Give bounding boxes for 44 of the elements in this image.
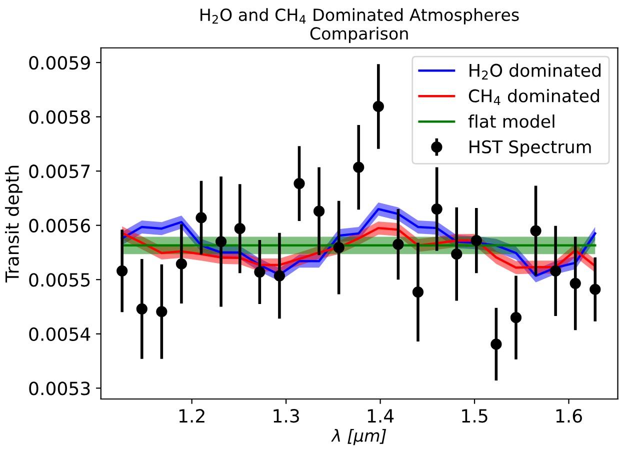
point (333, 242, 344, 254)
x-axis-title: λ [μm] (331, 428, 386, 446)
y-tick-label: 0.0053 (29, 382, 90, 396)
point (470, 234, 482, 246)
point (353, 162, 364, 173)
point (490, 338, 502, 350)
point (510, 312, 522, 324)
point (156, 306, 168, 318)
y-tick-label: 0.0054 (29, 327, 90, 341)
point (392, 238, 404, 250)
point (234, 223, 246, 234)
point (196, 212, 207, 224)
y-tick-label: 0.0056 (29, 218, 90, 232)
point (254, 266, 266, 278)
y-axis-title: Transit depth (4, 166, 22, 283)
point (215, 236, 227, 248)
y-tick-label: 0.0055 (29, 273, 90, 287)
point (550, 265, 562, 276)
point (116, 265, 128, 276)
point (590, 284, 601, 295)
point (570, 278, 581, 289)
y-tick-label: 0.0059 (29, 56, 90, 70)
point (294, 178, 305, 190)
x-tick-label: 1.2 (179, 409, 204, 422)
point (412, 286, 424, 298)
point (176, 258, 188, 270)
x-tick-label: 1.3 (274, 409, 299, 423)
point (530, 225, 542, 236)
x-tick-label: 1.4 (368, 409, 394, 422)
legend-label: H$_{2}$O dominated (470, 64, 600, 80)
chart-title: H$_{2}$O and CH$_{4}$ Dominated Atmospheres Comparison (200, 8, 519, 44)
point (136, 303, 148, 314)
legend-label: HST Spectrum (470, 140, 591, 157)
point (372, 100, 384, 112)
y-tick-label: 0.0057 (29, 164, 90, 178)
legend-label: flat model (468, 114, 554, 128)
point (431, 204, 442, 215)
legend-label: CH$_{4}$ dominated (468, 88, 599, 106)
point (274, 270, 286, 282)
x-tick-label: 1.6 (556, 409, 582, 423)
point (313, 206, 325, 217)
point (451, 248, 462, 260)
x-tick-label: 1.5 (462, 409, 488, 423)
y-tick-label: 0.0058 (29, 110, 90, 124)
